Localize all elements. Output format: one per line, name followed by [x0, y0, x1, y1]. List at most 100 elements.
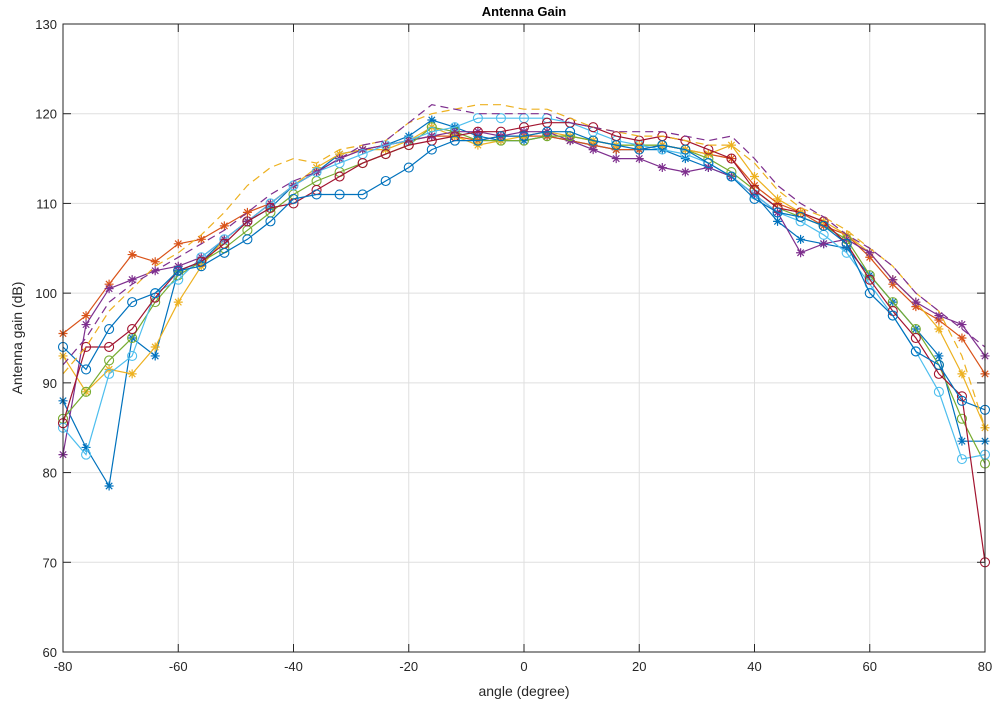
data-point-asterisk — [173, 239, 183, 249]
data-point-circle — [380, 175, 391, 187]
data-point-asterisk — [957, 369, 967, 379]
data-point-circle — [219, 247, 230, 258]
y-tick-label: 100 — [35, 286, 57, 301]
y-tick-label: 120 — [35, 107, 57, 122]
data-point-asterisk — [934, 311, 944, 321]
data-point-circle — [657, 140, 668, 151]
data-point-circle — [242, 216, 253, 227]
x-tick-label: 20 — [632, 659, 646, 674]
y-tick-label: 90 — [43, 376, 57, 391]
data-point-circle — [611, 140, 622, 151]
data-point-asterisk — [242, 207, 252, 217]
data-point-asterisk — [127, 250, 137, 260]
data-point-circle — [841, 238, 852, 249]
data-point-circle — [380, 149, 391, 160]
data-point-asterisk — [934, 324, 944, 334]
data-point-circle — [495, 131, 507, 142]
series-line — [62, 104, 986, 366]
data-point-asterisk — [150, 351, 160, 361]
data-point-circle — [426, 144, 437, 155]
data-point-asterisk — [634, 154, 644, 164]
x-tick-label: 80 — [978, 659, 992, 674]
y-tick-label: 60 — [43, 645, 57, 660]
data-point-circle — [518, 131, 530, 142]
data-point-circle — [818, 220, 829, 231]
data-point-circle — [472, 113, 483, 124]
data-point-circle — [334, 189, 345, 200]
x-tick-label: 60 — [863, 659, 877, 674]
series-series-8 — [57, 126, 991, 415]
data-point-asterisk — [773, 216, 783, 226]
data-point-circle — [726, 153, 737, 164]
data-point-circle — [887, 310, 898, 321]
data-point-circle — [795, 211, 806, 222]
x-axis-label: angle (degree) — [478, 683, 569, 699]
data-point-circle — [749, 193, 760, 204]
data-point-circle — [864, 274, 875, 285]
data-point-circle — [265, 202, 276, 213]
data-point-circle — [104, 323, 115, 335]
y-tick-label: 130 — [35, 17, 57, 32]
data-point-circle — [127, 323, 138, 335]
data-point-circle — [288, 193, 299, 204]
y-tick-label: 80 — [43, 466, 57, 481]
data-point-asterisk — [680, 167, 690, 177]
series-line — [62, 104, 986, 428]
data-point-circle — [864, 288, 875, 299]
data-point-circle — [933, 386, 944, 397]
data-point-circle — [588, 135, 599, 146]
data-point-circle — [541, 126, 553, 137]
x-tick-label: -40 — [284, 659, 303, 674]
data-point-asterisk — [219, 221, 229, 231]
series-series-10 — [62, 104, 986, 366]
data-point-asterisk — [150, 257, 160, 267]
data-point-circle — [127, 350, 138, 361]
data-point-asterisk — [957, 333, 967, 343]
data-point-circle — [956, 413, 968, 424]
data-point-circle — [680, 144, 691, 155]
y-tick-label: 110 — [36, 196, 57, 211]
chart-title: Antenna Gain — [482, 4, 567, 19]
data-point-circle — [150, 288, 161, 299]
data-point-circle — [311, 189, 322, 200]
data-point-circle — [265, 216, 276, 227]
data-point-asterisk — [104, 284, 114, 294]
data-point-circle — [127, 297, 138, 308]
data-point-asterisk — [796, 234, 806, 244]
data-point-asterisk — [104, 481, 114, 491]
data-point-circle — [495, 113, 507, 124]
data-point-circle — [334, 171, 345, 182]
data-point-circle — [104, 341, 115, 353]
data-point-asterisk — [911, 297, 921, 307]
data-point-circle — [173, 265, 184, 276]
data-point-circle — [910, 346, 921, 357]
data-point-asterisk — [611, 154, 621, 164]
data-point-circle — [449, 135, 460, 146]
data-point-asterisk — [726, 140, 736, 150]
data-point-circle — [588, 122, 599, 133]
data-point-asterisk — [773, 194, 783, 204]
data-point-circle — [565, 126, 576, 137]
data-point-circle — [472, 135, 483, 146]
data-point-asterisk — [150, 342, 160, 352]
data-point-circle — [81, 364, 92, 375]
x-tick-label: -60 — [169, 659, 188, 674]
data-point-circle — [311, 166, 322, 178]
data-point-circle — [357, 189, 368, 200]
data-point-asterisk — [81, 311, 91, 321]
data-point-circle — [956, 454, 968, 465]
data-point-circle — [956, 395, 968, 406]
data-point-asterisk — [957, 436, 967, 446]
data-point-circle — [403, 140, 414, 151]
data-point-asterisk — [957, 320, 967, 330]
data-point-circle — [104, 368, 115, 379]
data-point-circle — [703, 158, 714, 169]
data-point-circle — [81, 341, 92, 353]
data-point-asterisk — [588, 145, 598, 155]
x-tick-label: 0 — [520, 659, 527, 674]
data-point-circle — [634, 144, 645, 155]
data-point-asterisk — [81, 442, 91, 452]
series-series-9 — [62, 104, 986, 428]
